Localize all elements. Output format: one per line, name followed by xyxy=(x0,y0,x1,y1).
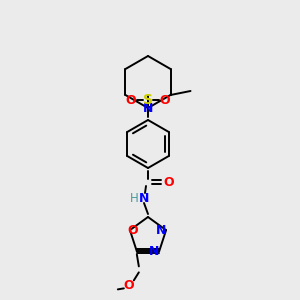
Text: N: N xyxy=(149,245,159,258)
Text: O: O xyxy=(124,279,134,292)
Text: O: O xyxy=(164,176,174,188)
Text: N: N xyxy=(139,191,149,205)
Text: O: O xyxy=(160,94,170,106)
Text: N: N xyxy=(143,101,153,115)
Text: N: N xyxy=(156,224,166,237)
Text: O: O xyxy=(126,94,136,106)
Text: O: O xyxy=(128,224,138,237)
Text: S: S xyxy=(143,93,153,107)
Text: H: H xyxy=(130,191,138,205)
